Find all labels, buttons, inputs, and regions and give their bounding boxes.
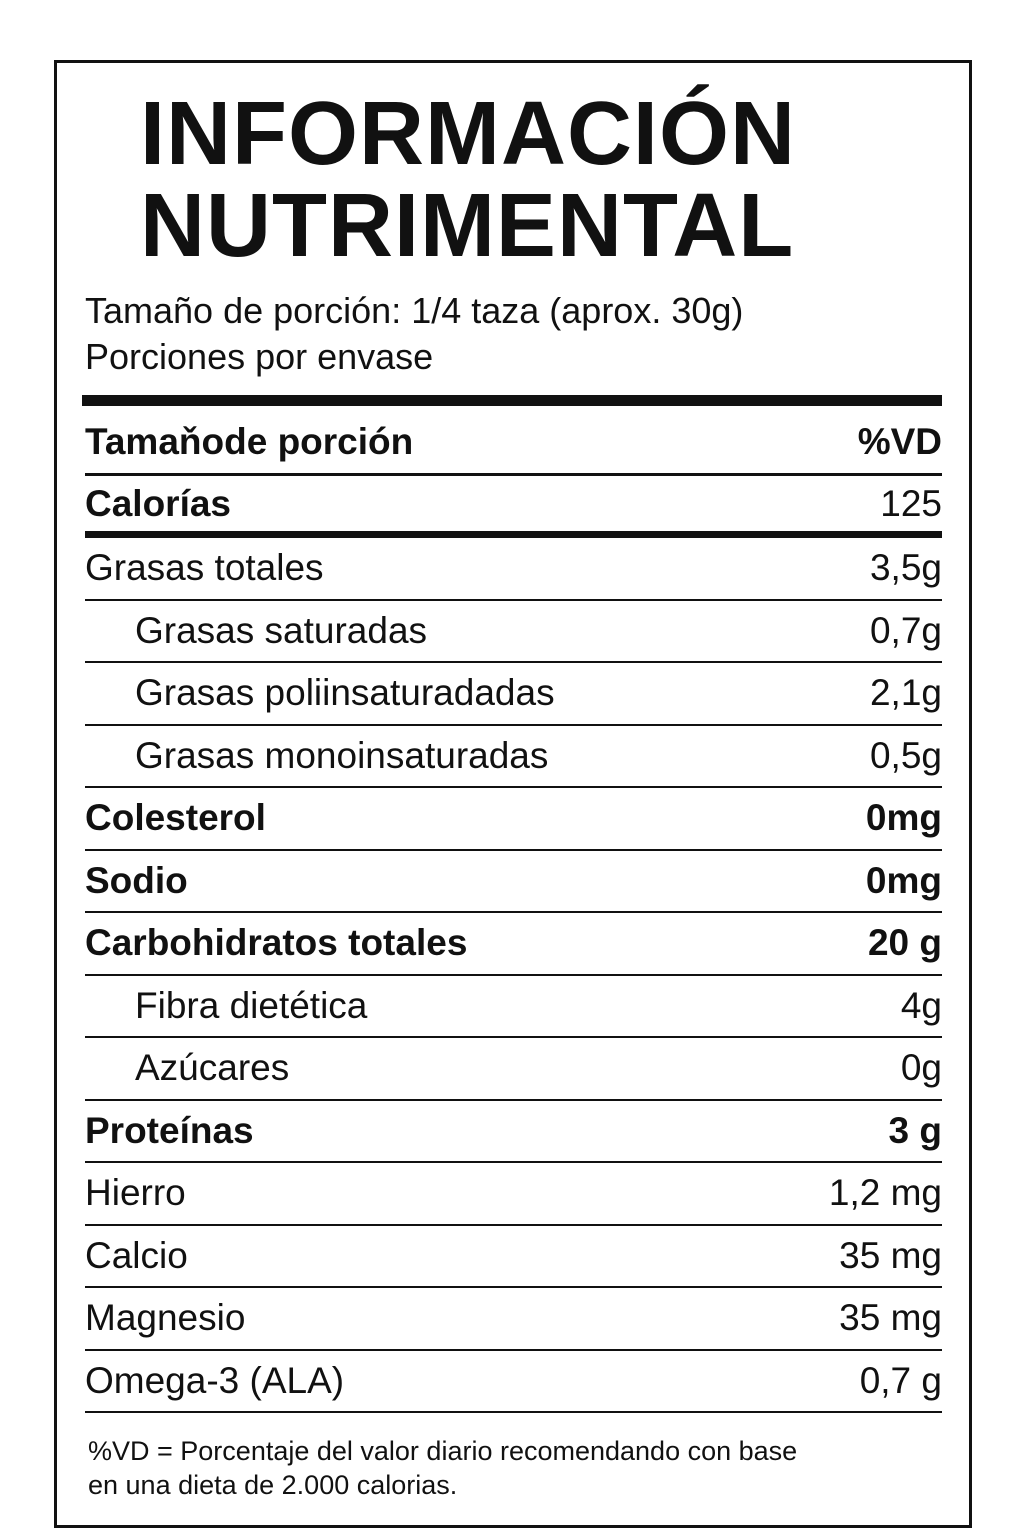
nutrient-row: Grasas poliinsaturadadas 2,1g bbox=[85, 663, 942, 726]
title-line-1: INFORMACIÓN bbox=[140, 84, 796, 184]
nutrient-label: Magnesio bbox=[85, 1297, 246, 1339]
title-line-2: NUTRIMENTAL bbox=[140, 176, 795, 276]
nutrient-value: 20 g bbox=[867, 922, 942, 964]
nutrient-row: Grasas saturadas 0,7g bbox=[85, 601, 942, 663]
calories-row: Calorías 125 bbox=[85, 476, 942, 538]
serving-size: Tamaño de porción: 1/4 taza (aprox. 30g) bbox=[85, 290, 744, 331]
nutrient-value: 3 g bbox=[888, 1109, 942, 1151]
nutrient-label: Grasas monoinsaturadas bbox=[135, 734, 549, 776]
nutrient-row: Calcio 35 mg bbox=[85, 1226, 942, 1288]
footnote-line-2: en una dieta de 2.000 calorias. bbox=[88, 1470, 458, 1500]
nutrient-row: Sodio 0mg bbox=[85, 851, 942, 913]
nutrient-label: Sodio bbox=[85, 859, 188, 901]
calories-label: Calorías bbox=[85, 482, 232, 524]
thick-divider bbox=[82, 395, 942, 406]
nutrient-row: Azúcares 0g bbox=[85, 1038, 942, 1101]
nutrition-table: Tamaňode porción %VD Calorías 125 Grasas… bbox=[85, 410, 942, 1413]
nutrient-label: Calcio bbox=[85, 1234, 188, 1276]
nutrient-label: Colesterol bbox=[85, 797, 266, 839]
nutrient-label: Azúcares bbox=[135, 1047, 290, 1089]
servings-per-container: Porciones por envase bbox=[85, 336, 434, 377]
nutrient-label: Proteínas bbox=[85, 1109, 254, 1151]
nutrient-row: Proteínas 3 g bbox=[85, 1101, 942, 1163]
nutrient-value: 2,1g bbox=[869, 672, 942, 714]
header-label: Tamaňode porción bbox=[85, 420, 414, 462]
nutrient-row: Carbohidratos totales 20 g bbox=[85, 913, 942, 976]
nutrient-value: 4g bbox=[900, 984, 942, 1026]
label-title: INFORMACIÓN NUTRIMENTAL bbox=[140, 88, 796, 272]
nutrient-label: Fibra dietética bbox=[135, 984, 368, 1026]
nutrient-row: Fibra dietética 4g bbox=[85, 976, 942, 1038]
calories-value: 125 bbox=[880, 482, 942, 524]
nutrient-label: Hierro bbox=[85, 1172, 186, 1214]
footnote: %VD = Porcentaje del valor diario recome… bbox=[88, 1434, 948, 1502]
nutrient-value: 0mg bbox=[865, 859, 942, 901]
nutrient-label: Grasas poliinsaturadadas bbox=[135, 672, 555, 714]
nutrient-value: 35 mg bbox=[839, 1234, 942, 1276]
nutrient-value: 3,5g bbox=[869, 547, 942, 589]
nutrient-row: Colesterol 0mg bbox=[85, 788, 942, 851]
nutrient-row: Grasas totales 3,5g bbox=[85, 538, 942, 601]
nutrient-value: 1,2 mg bbox=[828, 1172, 942, 1214]
header-row: Tamaňode porción %VD bbox=[85, 410, 942, 476]
nutrient-value: 0,5g bbox=[869, 734, 942, 776]
nutrient-row: Omega-3 (ALA) 0,7 g bbox=[85, 1351, 942, 1413]
nutrient-label: Omega-3 (ALA) bbox=[85, 1359, 345, 1401]
nutrient-value: 0g bbox=[900, 1047, 942, 1089]
nutrient-row: Grasas monoinsaturadas 0,5g bbox=[85, 726, 942, 788]
nutrient-value: 0,7 g bbox=[859, 1359, 942, 1401]
nutrient-value: 0,7g bbox=[869, 609, 942, 651]
nutrient-value: 0mg bbox=[865, 797, 942, 839]
label-border bbox=[54, 60, 972, 1528]
nutrient-row: Hierro 1,2 mg bbox=[85, 1163, 942, 1226]
header-value: %VD bbox=[857, 420, 942, 462]
nutrient-value: 35 mg bbox=[839, 1297, 942, 1339]
nutrient-label: Grasas saturadas bbox=[135, 609, 428, 651]
footnote-line-1: %VD = Porcentaje del valor diario recome… bbox=[88, 1436, 798, 1466]
nutrient-label: Carbohidratos totales bbox=[85, 922, 468, 964]
serving-info: Tamaño de porción: 1/4 taza (aprox. 30g)… bbox=[85, 288, 743, 380]
nutrient-row: Magnesio 35 mg bbox=[85, 1288, 942, 1351]
nutrient-label: Grasas totales bbox=[85, 547, 324, 589]
